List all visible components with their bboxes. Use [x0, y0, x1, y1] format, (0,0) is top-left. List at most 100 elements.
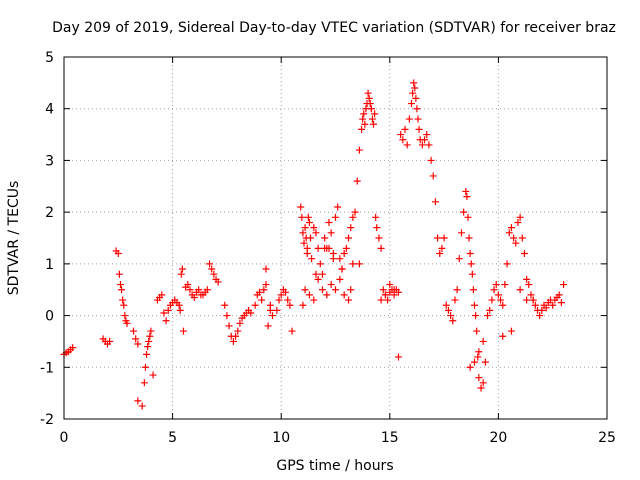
data-point: [499, 332, 507, 340]
data-point: [353, 177, 361, 185]
data-point: [284, 296, 292, 304]
data-point: [460, 208, 468, 216]
data-point: [510, 234, 518, 242]
data-point: [342, 244, 350, 252]
data-point: [203, 286, 211, 294]
data-point: [473, 327, 481, 335]
x-tick-label: 5: [168, 430, 177, 446]
data-point: [338, 265, 346, 273]
data-point: [116, 281, 124, 289]
data-point: [360, 110, 368, 118]
data-point: [345, 234, 353, 242]
data-point: [118, 286, 126, 294]
data-point: [184, 281, 192, 289]
data-point: [434, 234, 442, 242]
data-point: [415, 125, 423, 133]
data-point: [329, 255, 337, 263]
data-point: [520, 250, 528, 258]
data-point: [297, 203, 305, 211]
data-point: [440, 234, 448, 242]
x-tick-label: 10: [272, 430, 290, 446]
data-point: [308, 255, 316, 263]
data-point: [179, 327, 187, 335]
data-point: [336, 275, 344, 283]
data-point: [479, 337, 487, 345]
data-point: [260, 286, 268, 294]
data-point: [221, 301, 229, 309]
data-point: [282, 288, 290, 296]
data-point: [384, 296, 392, 304]
data-point: [234, 327, 242, 335]
data-point: [379, 286, 387, 294]
data-point: [408, 100, 416, 108]
x-tick-label: 25: [598, 430, 616, 446]
data-point: [427, 156, 435, 164]
x-tick-label: 20: [489, 430, 507, 446]
data-point: [423, 131, 431, 139]
data-point: [355, 260, 363, 268]
data-point: [477, 384, 485, 392]
data-point: [314, 275, 322, 283]
data-point: [358, 125, 366, 133]
data-point: [505, 229, 513, 237]
data-point: [555, 291, 563, 299]
data-point: [298, 213, 306, 221]
data-point: [507, 327, 515, 335]
data-point: [140, 379, 148, 387]
data-point: [206, 260, 214, 268]
data-point: [351, 208, 359, 216]
data-point: [386, 281, 394, 289]
data-point: [410, 79, 418, 87]
data-point: [236, 319, 244, 327]
x-tick-label: 15: [381, 430, 399, 446]
data-point: [457, 229, 465, 237]
grid-lines: [64, 57, 607, 419]
data-point: [301, 286, 309, 294]
data-point: [325, 244, 333, 252]
data-point: [145, 337, 153, 345]
data-point: [114, 250, 122, 258]
data-point: [178, 265, 186, 273]
data-point: [467, 260, 475, 268]
data-point: [471, 358, 479, 366]
data-point: [120, 301, 128, 309]
data-point: [303, 250, 311, 258]
data-point: [474, 353, 482, 361]
data-point: [119, 296, 127, 304]
data-point: [310, 224, 318, 232]
data-point: [347, 286, 355, 294]
data-point: [158, 291, 166, 299]
data-point: [225, 322, 233, 330]
data-point: [175, 301, 183, 309]
data-point: [475, 374, 483, 382]
data-point: [355, 146, 363, 154]
data-point: [277, 291, 285, 299]
data-point: [560, 281, 568, 289]
data-point: [409, 89, 417, 97]
y-tick-label: 0: [45, 309, 54, 325]
data-point: [490, 286, 498, 294]
data-point: [549, 301, 557, 309]
data-point: [299, 301, 307, 309]
data-point: [512, 239, 520, 247]
data-point: [208, 265, 216, 273]
data-point: [123, 319, 131, 327]
data-point: [464, 213, 472, 221]
data-point: [468, 270, 476, 278]
data-point: [372, 213, 380, 221]
data-point: [310, 296, 318, 304]
data-point: [275, 296, 283, 304]
data-point: [365, 94, 373, 102]
data-point: [469, 286, 477, 294]
data-point: [332, 286, 339, 294]
data-point: [455, 255, 463, 263]
data-point: [318, 286, 326, 294]
data-point: [390, 286, 398, 294]
data-point: [361, 120, 369, 128]
data-point: [518, 234, 526, 242]
data-point: [141, 363, 149, 371]
data-point: [413, 105, 421, 113]
data-point: [516, 213, 524, 221]
data-point: [451, 296, 459, 304]
